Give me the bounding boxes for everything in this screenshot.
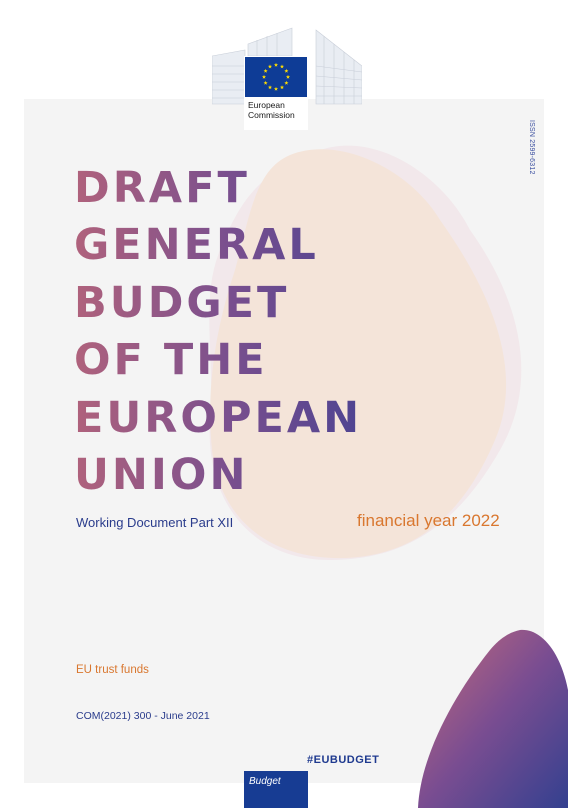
flag-star-icon	[279, 64, 285, 69]
title-line: UNION	[74, 447, 414, 504]
title-line: BUDGET	[74, 275, 414, 332]
logo-line-2: Commission	[248, 110, 295, 120]
flag-star-icon	[285, 74, 291, 79]
logo-line-1: European	[248, 100, 285, 110]
flag-star-icon	[263, 80, 268, 85]
eu-flag-icon	[245, 57, 307, 97]
document-title: DRAFT GENERAL BUDGET OF THE EUROPEAN UNI…	[74, 160, 414, 504]
logo-wordmark: European Commission	[248, 100, 295, 120]
flag-star-icon	[267, 64, 273, 69]
flag-star-icon	[261, 74, 267, 79]
document-reference: COM(2021) 300 - June 2021	[76, 710, 210, 722]
flag-star-icon	[267, 85, 273, 90]
soft-blob	[210, 149, 507, 559]
financial-year: financial year 2022	[357, 511, 500, 530]
title-line: EUROPEAN	[74, 390, 414, 447]
flag-star-icon	[263, 68, 268, 73]
title-line: GENERAL	[74, 217, 414, 274]
corner-blob	[418, 629, 568, 808]
title-line: DRAFT	[74, 160, 414, 217]
budget-tab	[244, 771, 308, 808]
budget-tab-label: Budget	[249, 776, 281, 787]
commission-building-logo	[212, 27, 362, 105]
flag-star-icon	[284, 68, 289, 73]
flag-star-icon	[284, 80, 289, 85]
document-subtitle: Working Document Part XII	[76, 515, 234, 530]
flag-star-icon	[273, 62, 279, 67]
flag-star-icon	[273, 86, 279, 91]
hashtag: #EUBUDGET	[307, 754, 380, 766]
issn-number: ISSN 2599-6312	[528, 120, 535, 175]
title-line: OF THE	[74, 332, 414, 389]
topic-label: EU trust funds	[76, 664, 149, 676]
flag-star-icon	[279, 85, 285, 90]
